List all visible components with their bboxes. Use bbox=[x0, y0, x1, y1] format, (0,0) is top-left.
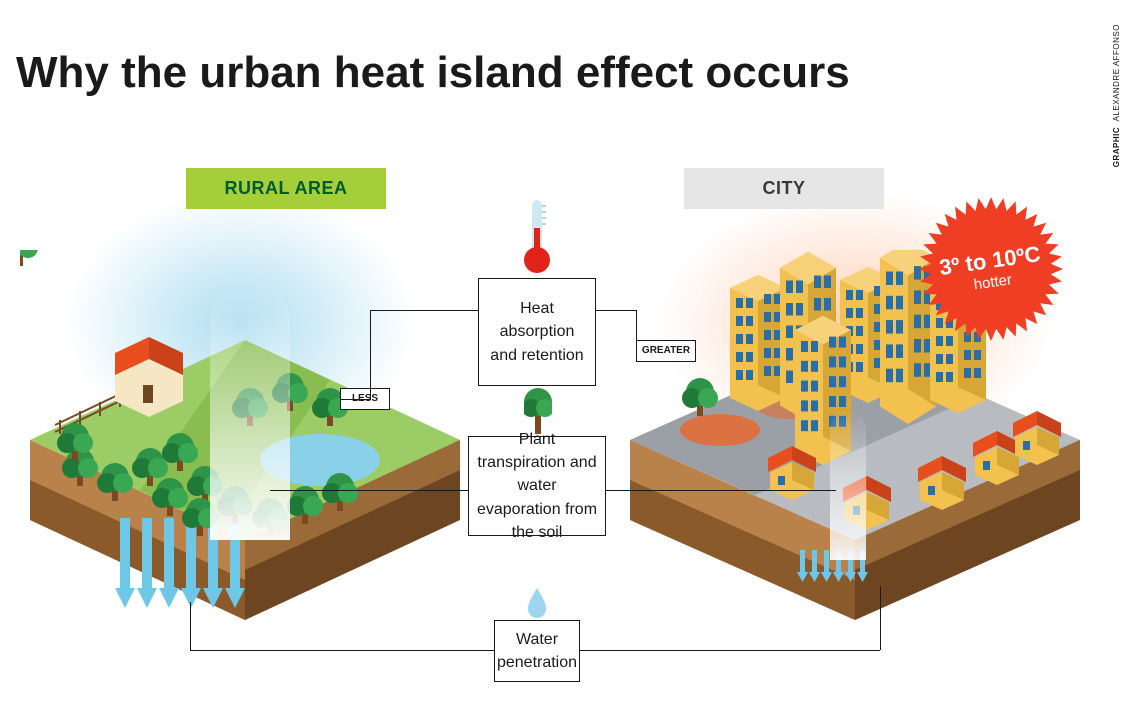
connector bbox=[370, 310, 478, 311]
temperature-badge: 3º to 10ºC hotter bbox=[916, 194, 1066, 344]
rural-area-label: RURAL AREA bbox=[186, 168, 386, 209]
graphic-credit: GRAPHIC ALEXANDRE AFFONSO bbox=[1112, 24, 1121, 167]
city-evaporation-column bbox=[830, 410, 866, 560]
connector bbox=[190, 650, 494, 651]
connector bbox=[340, 399, 370, 400]
greater-tag: GREATER bbox=[636, 340, 696, 362]
rural-evaporation-column bbox=[210, 280, 290, 540]
connector bbox=[596, 310, 636, 311]
connector bbox=[580, 650, 880, 651]
credit-label: GRAPHIC bbox=[1112, 127, 1121, 167]
connector bbox=[190, 602, 191, 650]
connector bbox=[370, 310, 371, 400]
connector bbox=[270, 490, 468, 491]
connector bbox=[636, 310, 637, 352]
connector bbox=[606, 490, 836, 491]
plant-box: Plant transpiration and water evaporatio… bbox=[468, 436, 606, 536]
credit-name: ALEXANDRE AFFONSO bbox=[1112, 24, 1121, 121]
connector bbox=[880, 586, 881, 650]
water-box: Water penetration bbox=[494, 620, 580, 682]
thermometer-icon bbox=[522, 198, 552, 278]
heat-box: Heat absorption and retention bbox=[478, 278, 596, 386]
water-drop-icon bbox=[526, 586, 548, 618]
page-title: Why the urban heat island effect occurs bbox=[16, 48, 850, 98]
city-area-label: CITY bbox=[684, 168, 884, 209]
